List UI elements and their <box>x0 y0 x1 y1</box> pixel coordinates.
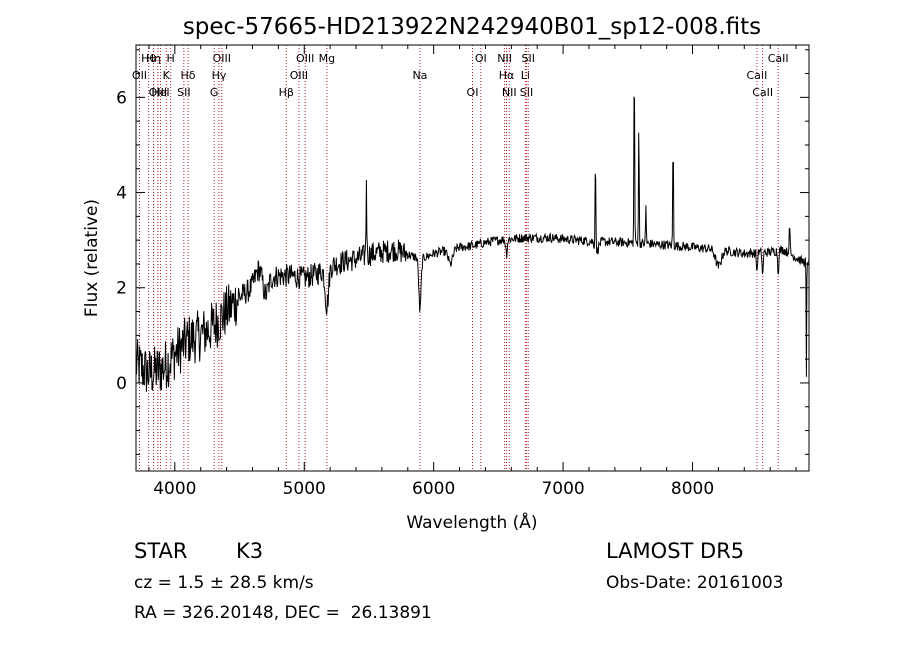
spectral-line-label: H <box>167 52 175 65</box>
spectral-line-label: Na <box>412 69 427 82</box>
axis-ticks: 4000 5000 6000 7000 8000 0 2 4 6 <box>116 45 809 499</box>
redshift-info: cz = 1.5 ± 28.5 km/s <box>134 573 314 593</box>
spectral-line-label: Hθ <box>141 52 156 65</box>
spectral-line-label: OIII <box>213 52 231 65</box>
spectral-line-label: Mg <box>319 52 335 65</box>
spectral-line-label: Hδ <box>181 69 196 82</box>
y-axis-label: Flux (relative) <box>82 199 102 317</box>
spectral-line-label: Hη <box>146 52 161 65</box>
spectral-line-label: SII <box>177 86 190 99</box>
survey-name: LAMOST DR5 <box>606 539 745 563</box>
object-class: STAR <box>134 539 188 563</box>
spectral-line-label: SII <box>522 52 535 65</box>
spectral-line-label: CaII <box>752 86 773 99</box>
spectral-line-label: SII <box>520 86 533 99</box>
x-tick-label: 6000 <box>412 479 455 499</box>
spectral-line-label: HeI <box>151 86 169 99</box>
object-subclass: K3 <box>236 539 264 563</box>
plot-frame <box>135 44 810 472</box>
spectral-line-markers: HθOIIOIIIHηKHeIHHδSIIOIIIHγGOIIIOIIIHβMg… <box>132 45 789 471</box>
spectral-line-label: NII <box>497 52 512 65</box>
spectral-line-label: CaII <box>768 52 789 65</box>
spectral-line-label: G <box>210 86 219 99</box>
coordinates: RA = 326.20148, DEC = 26.13891 <box>134 603 432 623</box>
spectral-line-label: OIII <box>296 52 314 65</box>
spectral-line-label: K <box>163 69 171 82</box>
spectral-line-label: Hγ <box>212 69 227 82</box>
spectral-line-label: OIII <box>149 86 167 99</box>
spectral-line-label: OI <box>467 86 479 99</box>
y-tick-label: 4 <box>116 184 127 204</box>
spectral-line-label: Hβ <box>279 86 294 99</box>
y-tick-label: 0 <box>116 374 127 394</box>
spectral-line-label: OI <box>475 52 487 65</box>
y-tick-label: 6 <box>116 88 127 108</box>
spectral-line-label: Li <box>521 69 530 82</box>
spectral-line-label: NII <box>502 86 517 99</box>
x-tick-label: 5000 <box>283 479 326 499</box>
spectral-line-label: CaII <box>747 69 768 82</box>
x-tick-label: 8000 <box>671 479 714 499</box>
x-tick-label: 7000 <box>541 479 584 499</box>
spectral-line-label: OII <box>132 69 147 82</box>
spectral-line-label: Hα <box>499 69 515 82</box>
y-tick-label: 2 <box>116 279 127 299</box>
chart-title: spec-57665-HD213922N242940B01_sp12-008.f… <box>183 14 761 40</box>
spectral-line-label: OIII <box>290 69 308 82</box>
x-tick-label: 4000 <box>153 479 196 499</box>
observation-date: Obs-Date: 20161003 <box>606 573 784 593</box>
x-axis-label: Wavelength (Å) <box>406 511 537 533</box>
spectrum-line <box>135 96 810 392</box>
